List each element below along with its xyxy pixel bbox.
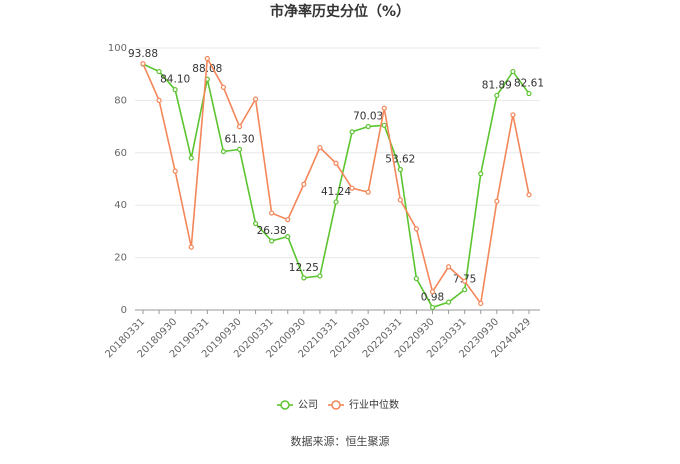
point [397, 197, 403, 203]
y-tick-label: 100 [108, 43, 127, 54]
point [349, 185, 355, 191]
series-line [142, 55, 530, 306]
point [172, 87, 178, 93]
point [220, 148, 227, 155]
y-tick-label: 40 [114, 200, 127, 211]
data-label: 93.88 [128, 48, 158, 60]
point [526, 90, 532, 97]
data-label: 0.98 [421, 291, 444, 303]
point [317, 144, 323, 151]
point [236, 123, 243, 130]
y-tick-label: 60 [114, 148, 127, 159]
point [236, 146, 243, 152]
y-tick-label: 20 [114, 253, 127, 264]
point [413, 275, 420, 282]
chart-title: 市净率历史分位（%） [270, 3, 410, 20]
data-label: 12.25 [289, 262, 319, 274]
point [494, 198, 500, 204]
point [365, 123, 371, 130]
point [494, 92, 500, 99]
point [188, 244, 194, 250]
point [429, 304, 436, 311]
point [301, 181, 307, 187]
point [301, 275, 307, 281]
point [429, 289, 436, 295]
legend-marker [331, 400, 341, 410]
point [156, 97, 162, 104]
point [252, 96, 259, 102]
point [285, 217, 291, 223]
point [365, 189, 371, 195]
point [285, 234, 291, 240]
point [397, 166, 403, 173]
point [478, 171, 484, 177]
point [445, 299, 452, 305]
point [413, 226, 420, 232]
data-label: 26.38 [257, 225, 287, 237]
legend-label: 行业中位数 [349, 398, 399, 411]
data-label: 53.62 [385, 154, 415, 166]
point [349, 129, 355, 135]
data-label: 82.61 [514, 78, 544, 90]
point [462, 287, 468, 293]
data-label: 61.30 [224, 133, 254, 145]
point [333, 199, 339, 205]
point [510, 112, 516, 118]
data-label: 84.10 [160, 74, 190, 86]
point [478, 300, 484, 307]
point [333, 160, 339, 166]
point [317, 273, 323, 279]
y-tick-label: 80 [114, 95, 127, 106]
legend-label: 公司 [298, 400, 318, 411]
point [269, 238, 275, 244]
point [220, 84, 227, 90]
point [526, 192, 532, 198]
point [269, 210, 275, 216]
point [510, 68, 516, 75]
point [188, 155, 194, 161]
point [445, 264, 452, 270]
source: 数据来源：恒生聚源 [291, 434, 390, 448]
point [140, 61, 146, 67]
y-tick-label: 0 [121, 305, 127, 316]
point [172, 168, 178, 174]
point [462, 278, 468, 284]
data-label: 81.89 [482, 79, 512, 91]
point [156, 68, 162, 75]
point [381, 105, 387, 111]
data-label: 70.03 [353, 111, 383, 123]
legend-marker [280, 400, 290, 410]
point [204, 55, 210, 62]
point [252, 220, 259, 227]
point [381, 122, 387, 128]
data-label: 41.24 [321, 186, 351, 198]
